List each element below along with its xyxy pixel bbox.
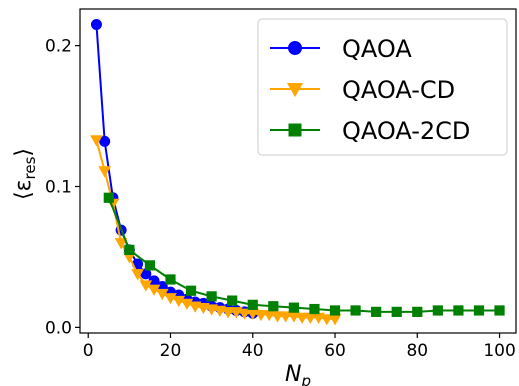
data-point (473, 305, 485, 316)
data-point (131, 269, 144, 281)
data-point (221, 307, 235, 319)
axes-frame (79, 8, 517, 334)
x-tick-label: 100 (483, 341, 515, 361)
data-point (124, 244, 135, 255)
data-point (320, 314, 334, 326)
x-axis-title: Np (285, 362, 311, 386)
data-point (227, 295, 238, 306)
legend-entry-qaoa: QAOA (270, 35, 412, 63)
data-point (238, 308, 251, 320)
legend-entry-qaoa-2cd: QAOA-2CD (270, 117, 470, 145)
data-point (391, 306, 402, 317)
y-tick-label: 0.2 (45, 37, 72, 57)
series-line-qaoa (95, 24, 253, 315)
legend-marker (288, 123, 302, 137)
legend-box (257, 18, 508, 156)
y-axis-title-main: ⟨ε (11, 180, 36, 200)
data-point (254, 309, 268, 322)
x-tick-label: 60 (324, 341, 346, 361)
data-point (144, 260, 156, 271)
y-axis-title-close: ⟩ (11, 148, 36, 157)
x-tick-label: 80 (406, 341, 428, 361)
data-point (494, 305, 505, 316)
legend-entry-qaoa-cd: QAOA-CD (270, 76, 455, 104)
series-qaoa-cd (90, 135, 342, 326)
y-axis-title: ⟨εres⟩ (11, 148, 39, 200)
legend-marker (286, 83, 304, 98)
x-tick-label: 40 (242, 341, 264, 361)
data-point (268, 301, 279, 312)
data-point (288, 302, 299, 313)
data-point (309, 303, 320, 315)
y-tick-label: 0.1 (45, 177, 72, 197)
plot-area (90, 18, 505, 326)
x-tick-label: 0 (83, 341, 94, 361)
data-point (432, 305, 443, 316)
data-point (185, 285, 197, 296)
y-tick-label: 0.0 (45, 318, 72, 338)
legend-label: QAOA-CD (342, 76, 455, 104)
x-axis-title-main: N (285, 362, 301, 386)
x-tick-label: 20 (160, 341, 182, 361)
data-point (412, 306, 423, 317)
series-qaoa (90, 18, 259, 319)
data-point (295, 312, 309, 325)
data-point (99, 135, 111, 147)
y-axis-title-subscript: res (21, 156, 39, 179)
data-point (279, 311, 293, 323)
data-point (103, 192, 114, 203)
data-point (206, 291, 217, 302)
data-point (371, 306, 382, 317)
legend-label: QAOA (342, 35, 412, 63)
data-point (98, 166, 112, 178)
series-qaoa-2cd (103, 192, 505, 317)
data-point (90, 18, 102, 30)
axes: 0 20 40 60 80 100 0.0 0.1 0.2 Np ⟨εres⟩ (11, 8, 517, 386)
legend-label: QAOA-2CD (342, 117, 470, 145)
data-point (165, 274, 176, 285)
data-point (114, 238, 128, 250)
data-point (271, 311, 284, 323)
x-axis-title-subscript: p (300, 372, 311, 386)
data-point (90, 135, 103, 147)
legend-marker (288, 41, 302, 55)
data-point (329, 305, 341, 316)
data-point (247, 299, 258, 310)
data-point (453, 305, 464, 316)
legend: QAOA QAOA-CD QAOA-2CD (257, 18, 508, 156)
data-point (350, 305, 361, 316)
